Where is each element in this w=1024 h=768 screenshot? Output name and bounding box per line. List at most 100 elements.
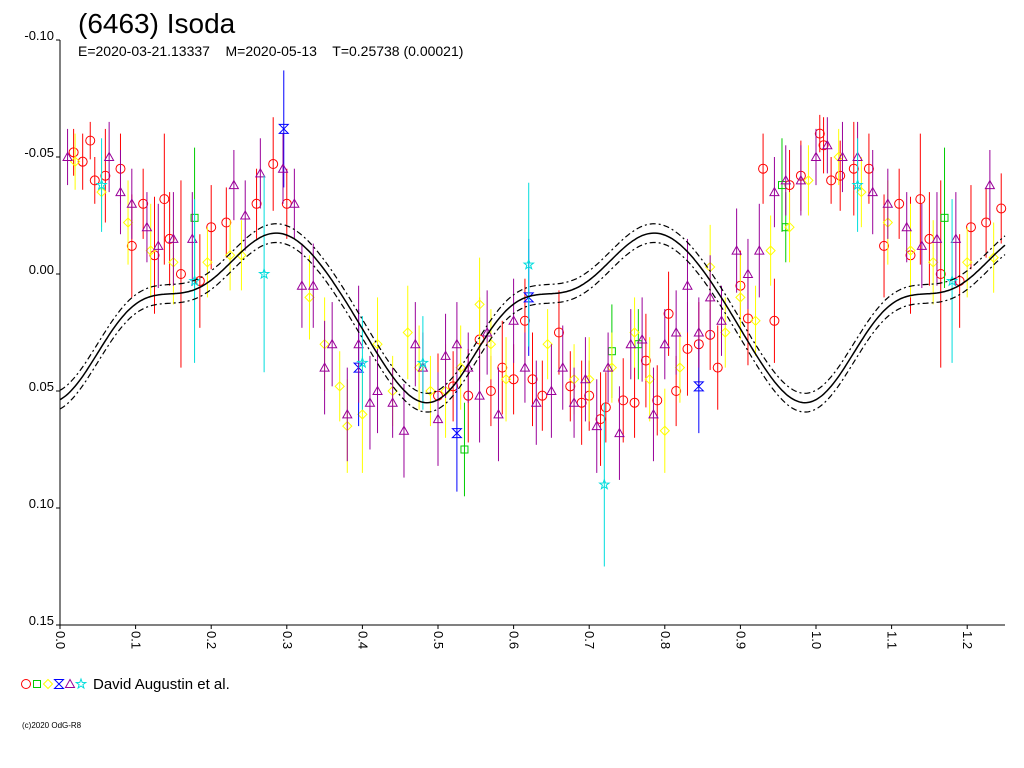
data-point-circle bbox=[519, 315, 530, 326]
data-point-triangle bbox=[62, 151, 73, 161]
data-point-star bbox=[851, 178, 864, 191]
x-tick-label: 0.5 bbox=[431, 631, 446, 649]
x-tick-label: 0.3 bbox=[280, 631, 295, 649]
data-point-triangle bbox=[398, 425, 410, 435]
data-point-circle bbox=[652, 395, 663, 406]
data-point-triangle bbox=[591, 420, 603, 431]
data-point-triangle bbox=[670, 326, 682, 337]
data-point-diamond bbox=[833, 151, 844, 163]
data-point-circle bbox=[565, 381, 576, 392]
data-point-diamond bbox=[485, 338, 497, 350]
data-point-diamond bbox=[357, 409, 368, 420]
data-point-circle bbox=[485, 386, 496, 396]
data-point-triangle bbox=[742, 268, 754, 278]
data-point-square bbox=[460, 445, 469, 454]
data-point-triangle bbox=[364, 397, 376, 407]
chart-subtitle: E=2020-03-21.13337 M=2020-05-13 T=0.2573… bbox=[78, 43, 463, 59]
data-point-star bbox=[522, 258, 535, 270]
data-point-diamond bbox=[988, 252, 999, 263]
data-point-triangle bbox=[519, 362, 531, 372]
legend-label: David Augustin et al. bbox=[93, 676, 230, 693]
legend-marker-circle bbox=[21, 679, 31, 689]
data-point-triangle bbox=[152, 240, 164, 250]
data-point-triangle bbox=[440, 350, 451, 360]
data-point-triangle bbox=[319, 362, 330, 372]
data-point-circle bbox=[671, 386, 682, 396]
data-point-triangle bbox=[409, 338, 421, 349]
data-point-triangle bbox=[508, 315, 519, 325]
fit-lower-band bbox=[59, 241, 1006, 413]
data-point-circle bbox=[595, 414, 606, 425]
data-point-circle bbox=[159, 194, 170, 205]
data-point-circle bbox=[268, 159, 279, 170]
data-point-circle bbox=[126, 240, 137, 251]
data-point-circle bbox=[879, 240, 890, 251]
data-point-triangle bbox=[716, 315, 727, 325]
data-point-circle bbox=[553, 327, 564, 338]
data-point-diamond bbox=[720, 327, 731, 338]
data-point-triangle bbox=[432, 413, 444, 424]
data-point-circle bbox=[251, 198, 262, 209]
data-point-diamond bbox=[455, 362, 466, 373]
data-point-triangle bbox=[387, 397, 398, 407]
data-point-triangle bbox=[557, 362, 569, 372]
data-point-circle bbox=[981, 217, 992, 228]
y-tick-label: 0.05 bbox=[29, 379, 54, 394]
data-point-triangle bbox=[753, 245, 765, 255]
x-tick-label: 0.7 bbox=[582, 631, 597, 649]
y-tick-label: 0.10 bbox=[29, 496, 54, 511]
data-point-triangle bbox=[353, 338, 364, 349]
data-point-diamond bbox=[856, 186, 867, 198]
data-point-circle bbox=[629, 397, 640, 408]
axis-ticks bbox=[56, 39, 968, 629]
data-points bbox=[62, 70, 1007, 567]
data-point-triangle bbox=[546, 385, 557, 395]
data-point-triangle bbox=[474, 390, 485, 400]
data-point-triangle bbox=[126, 198, 138, 208]
data-point-triangle bbox=[795, 174, 807, 185]
data-point-circle bbox=[68, 147, 79, 158]
data-point-hourglass bbox=[523, 292, 535, 303]
data-point-circle bbox=[497, 362, 508, 373]
data-point-triangle bbox=[493, 408, 504, 419]
data-point-circle bbox=[758, 163, 769, 174]
legend-marker-diamond bbox=[42, 678, 54, 690]
axes bbox=[59, 40, 1005, 626]
data-point-diamond bbox=[425, 385, 436, 397]
legend: David Augustin et al. bbox=[21, 676, 230, 693]
data-point-circle bbox=[712, 362, 723, 373]
data-point-triangle bbox=[307, 280, 319, 290]
data-point-triangle bbox=[780, 174, 792, 185]
data-point-diamond bbox=[803, 175, 814, 186]
data-point-diamond bbox=[372, 338, 383, 350]
y-tick-labels: -0.10 -0.05 0.00 0.05 0.10 0.15 bbox=[24, 28, 54, 628]
data-point-diamond bbox=[784, 221, 795, 233]
data-point-circle bbox=[508, 374, 519, 385]
data-point-circle bbox=[996, 203, 1007, 214]
data-point-diamond bbox=[202, 257, 213, 268]
data-point-diamond bbox=[629, 327, 640, 338]
data-point-circle bbox=[221, 217, 232, 228]
data-point-diamond bbox=[542, 338, 553, 350]
data-point-diamond bbox=[961, 257, 973, 268]
data-point-circle bbox=[769, 315, 780, 326]
data-point-triangle bbox=[254, 167, 266, 178]
data-point-diamond bbox=[304, 292, 315, 303]
data-point-circle bbox=[863, 163, 874, 174]
data-point-triangle bbox=[326, 338, 338, 349]
data-point-hourglass bbox=[451, 428, 463, 439]
data-point-circle bbox=[527, 374, 538, 385]
data-point-star bbox=[598, 478, 611, 490]
data-point-triangle bbox=[731, 245, 742, 255]
data-point-hourglass bbox=[278, 123, 290, 134]
data-point-star bbox=[356, 356, 369, 369]
data-point-diamond bbox=[606, 362, 618, 373]
data-point-triangle bbox=[115, 186, 126, 197]
data-point-triangle bbox=[636, 334, 648, 344]
data-point-triangle bbox=[931, 233, 943, 243]
data-point-circle bbox=[77, 156, 88, 167]
data-point-diamond bbox=[735, 292, 746, 303]
data-point-triangle bbox=[867, 186, 879, 197]
data-point-circle bbox=[618, 395, 629, 406]
